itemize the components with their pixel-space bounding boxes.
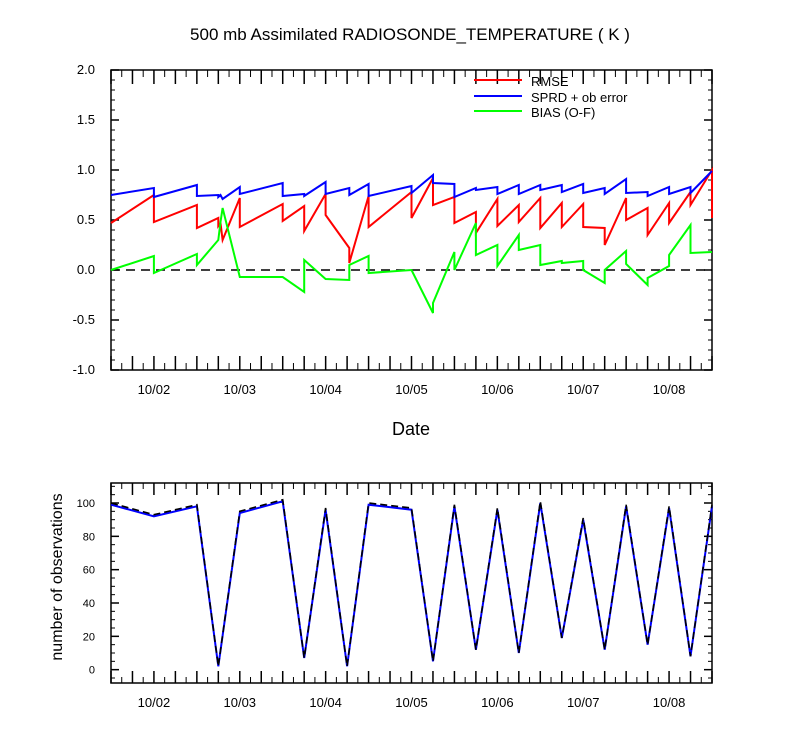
panel-1: 10/02 10/03 10/04 10/05 10/06 10/07 10/08 0 20 40… bbox=[77, 482, 713, 710]
x-axis-label: Date bbox=[392, 419, 430, 439]
x-tick-label: 10/05 bbox=[395, 695, 428, 710]
legend-label-bias: BIAS (O-F) bbox=[531, 105, 595, 120]
x-tick-label: 10/05 bbox=[395, 382, 428, 397]
legend: RMSE SPRD + ob error BIAS (O-F) bbox=[474, 74, 628, 120]
y-tick-label: 0.0 bbox=[77, 262, 95, 277]
series-observations-solid-line bbox=[110, 500, 713, 667]
panel-0: 10/02 10/03 10/04 10/05 10/06 10/07 10/08 -1.0 -… bbox=[73, 62, 713, 397]
x-tick-label: 10/08 bbox=[653, 382, 686, 397]
x-tick-label: 10/04 bbox=[309, 382, 342, 397]
x-tick-label: 10/02 bbox=[138, 695, 171, 710]
y-tick-label: 2.0 bbox=[77, 62, 95, 77]
y-tick-label: -0.5 bbox=[73, 312, 95, 327]
series-observations-dashed-line bbox=[110, 498, 713, 667]
y-tick-label: 0.5 bbox=[77, 212, 95, 227]
series-sprd-ob-error-line bbox=[110, 170, 713, 201]
x-tick-label: 10/08 bbox=[653, 695, 686, 710]
y-tick-label: -1.0 bbox=[73, 362, 95, 377]
x-tick-label: 10/06 bbox=[481, 695, 514, 710]
x-tick-label: 10/07 bbox=[567, 382, 600, 397]
y-tick-label: 80 bbox=[83, 531, 95, 543]
legend-label-rmse: RMSE bbox=[531, 74, 569, 89]
y-tick-label: 1.0 bbox=[77, 162, 95, 177]
plot-frame-0 bbox=[110, 69, 713, 371]
y-tick-label: 100 bbox=[77, 498, 95, 510]
series-bias-o-f-line bbox=[110, 207, 713, 314]
x-tick-label: 10/02 bbox=[138, 382, 171, 397]
x-tick-label: 10/03 bbox=[224, 695, 257, 710]
x-tick-label: 10/07 bbox=[567, 695, 600, 710]
x-tick-label: 10/04 bbox=[309, 695, 342, 710]
chart-title: 500 mb Assimilated RADIOSONDE_TEMPERATUR… bbox=[190, 25, 630, 44]
y-axis-label: number of observations bbox=[49, 493, 66, 660]
y-tick-label: 60 bbox=[83, 565, 95, 577]
legend-label-sprd: SPRD + ob error bbox=[531, 90, 628, 105]
y-tick-label: 40 bbox=[83, 598, 95, 610]
y-tick-label: 20 bbox=[83, 631, 95, 643]
x-tick-label: 10/03 bbox=[224, 382, 257, 397]
y-tick-label: 1.5 bbox=[77, 112, 95, 127]
y-tick-label: 0 bbox=[89, 665, 95, 677]
series-rmse-line bbox=[110, 166, 713, 264]
x-tick-label: 10/06 bbox=[481, 382, 514, 397]
